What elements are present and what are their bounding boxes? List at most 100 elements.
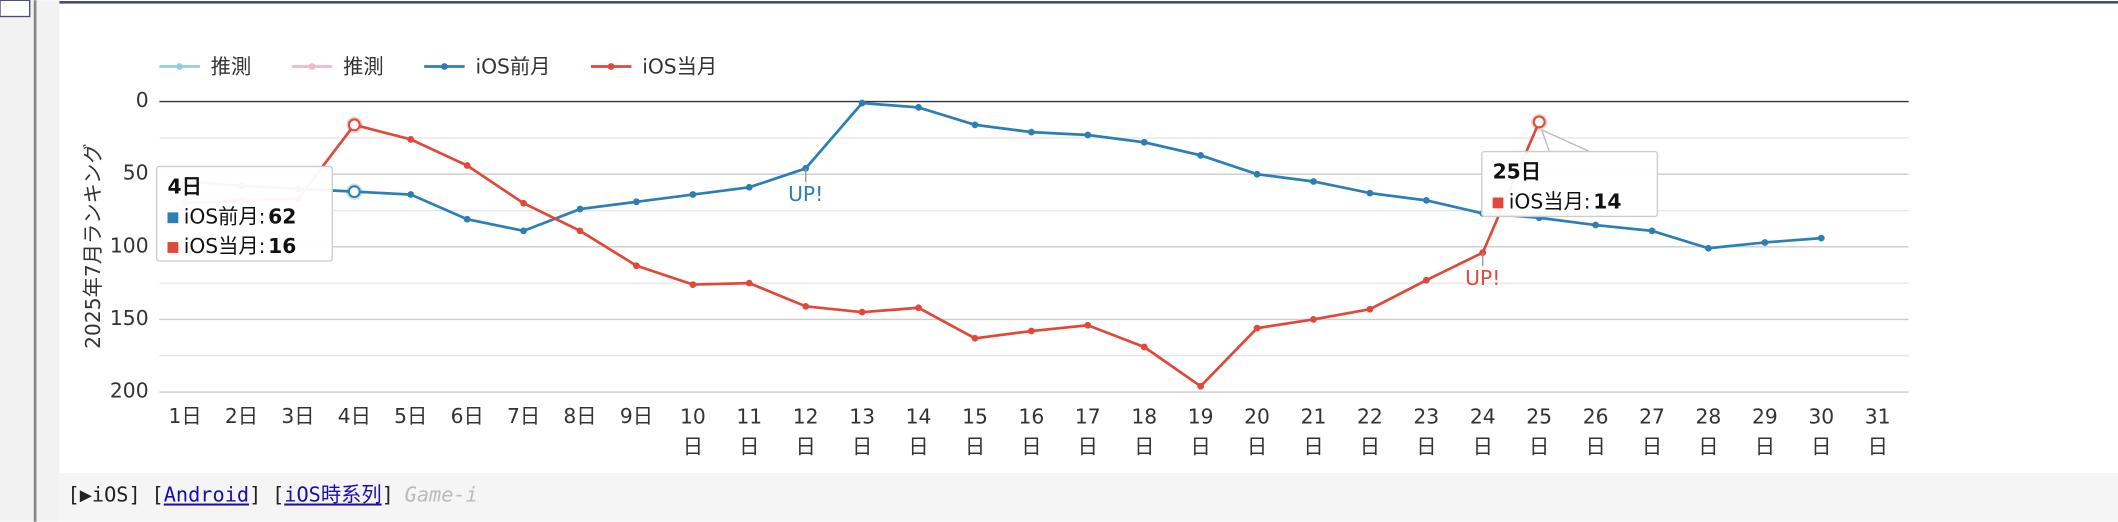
- data-point: [858, 99, 866, 107]
- data-point: [576, 227, 584, 235]
- x-tick-part: 31: [1865, 404, 1891, 428]
- data-point: [1084, 321, 1092, 329]
- x-tick-label: 21 日: [1301, 404, 1327, 458]
- x-tick-part: 27: [1639, 404, 1665, 428]
- data-point: [1310, 316, 1317, 323]
- x-tick-label: 17 日: [1075, 404, 1101, 458]
- sidebar: [0, 0, 60, 522]
- x-tick-label: 3日: [281, 404, 314, 428]
- data-point: [1648, 227, 1656, 235]
- data-point: [971, 334, 979, 342]
- data-point: [1197, 382, 1205, 390]
- tooltip-sep: :: [259, 204, 266, 228]
- bracket: ]: [249, 483, 261, 507]
- data-point: [689, 281, 697, 288]
- tooltip-value: 62: [268, 204, 296, 228]
- x-tick-part: 日: [1303, 434, 1323, 458]
- x-tick-part: 28: [1696, 404, 1722, 428]
- x-tick-part: 10: [680, 404, 706, 428]
- data-point: [463, 215, 471, 223]
- x-tick-part: 11: [736, 404, 762, 428]
- tooltip-swatch: [167, 212, 179, 224]
- x-tick-part: 日: [1868, 434, 1888, 458]
- x-tick-label: 27 日: [1639, 404, 1665, 458]
- x-tick-label: 7日: [507, 404, 540, 428]
- x-tick-part: 日: [739, 434, 759, 458]
- x-tick-part: 日: [683, 434, 703, 458]
- data-point: [1761, 239, 1769, 246]
- legend-marker: [607, 63, 615, 70]
- x-tick-part: 26: [1583, 404, 1609, 428]
- x-tick-label: 13 日: [849, 404, 875, 458]
- x-tick-part: 23: [1413, 404, 1439, 428]
- x-tick-label: 30 日: [1808, 404, 1834, 458]
- x-tick-part: 15: [962, 404, 988, 428]
- data-point: [689, 191, 697, 198]
- tooltip-sep: :: [259, 234, 266, 258]
- footer-bg: [59, 473, 2118, 522]
- x-tick-label: 19 日: [1188, 404, 1214, 458]
- x-tick-label: 22 日: [1357, 404, 1383, 458]
- y-tick-label: 50: [123, 161, 149, 185]
- bracket: ]: [129, 483, 141, 507]
- x-tick-part: 日: [965, 434, 985, 458]
- x-tick-part: 日: [1416, 434, 1436, 458]
- bracket: ]: [382, 483, 394, 507]
- x-tick-label: 12 日: [793, 404, 819, 458]
- x-tick-part: 19: [1188, 404, 1214, 428]
- data-point: [520, 227, 527, 235]
- data-point: [407, 191, 415, 198]
- x-tick-part: 日: [1642, 434, 1662, 458]
- tooltip-name: iOS当月: [184, 234, 259, 258]
- x-tick-part: 18: [1131, 404, 1157, 428]
- tooltip-title: 25日: [1493, 160, 1541, 184]
- x-tick-label: 2日: [225, 404, 258, 428]
- x-tick-part: 日: [1811, 434, 1831, 458]
- data-point: [463, 162, 471, 169]
- data-point: [1366, 305, 1374, 313]
- legend-marker: [176, 63, 184, 70]
- data-point: [1310, 178, 1317, 185]
- data-point: [1253, 324, 1261, 332]
- tooltip-sep: :: [1584, 189, 1591, 213]
- data-point: [1197, 151, 1205, 159]
- x-tick-label: 18 日: [1131, 404, 1157, 458]
- highlight-point: [347, 185, 361, 199]
- x-tick-label: 29 日: [1752, 404, 1778, 458]
- tooltip: [156, 165, 333, 262]
- x-tick-label: 6日: [451, 404, 484, 428]
- x-tick-label: 14 日: [906, 404, 932, 458]
- x-tick-label: 23 日: [1413, 404, 1439, 458]
- legend-label: 推測: [343, 54, 384, 78]
- tooltip-value: 16: [268, 234, 296, 258]
- data-point: [1422, 196, 1430, 204]
- x-tick-label: 25 日: [1526, 404, 1552, 458]
- x-tick-label: 11 日: [736, 404, 762, 458]
- x-tick-part: 16: [1018, 404, 1044, 428]
- x-tick-label: 10 日: [680, 404, 706, 458]
- legend-marker: [441, 63, 448, 70]
- tooltip: [1481, 150, 1659, 218]
- nav-link[interactable]: ▶iOS: [80, 483, 129, 507]
- x-tick-label: 4日: [338, 404, 371, 428]
- data-point: [1422, 276, 1430, 284]
- x-tick-label: 5日: [394, 404, 427, 428]
- sidebar-box: [0, 0, 31, 18]
- nav-link[interactable]: Android: [164, 483, 249, 507]
- tooltip-title: 4日: [167, 175, 201, 199]
- x-tick-part: 日: [1529, 434, 1549, 458]
- y-tick-label: 0: [136, 88, 149, 112]
- x-tick-part: 日: [852, 434, 872, 458]
- highlight-point: [1532, 115, 1546, 129]
- x-tick-part: 日: [1360, 434, 1380, 458]
- data-point: [915, 304, 922, 312]
- nav-link[interactable]: iOS時系列: [284, 483, 381, 507]
- x-tick-label: 24 日: [1470, 404, 1496, 458]
- series-line: [184, 101, 1822, 250]
- x-tick-label: 31 日: [1865, 404, 1891, 458]
- data-point: [915, 104, 922, 111]
- data-point: [1084, 131, 1092, 139]
- legend-marker: [308, 63, 316, 70]
- x-tick-part: 14: [906, 404, 932, 428]
